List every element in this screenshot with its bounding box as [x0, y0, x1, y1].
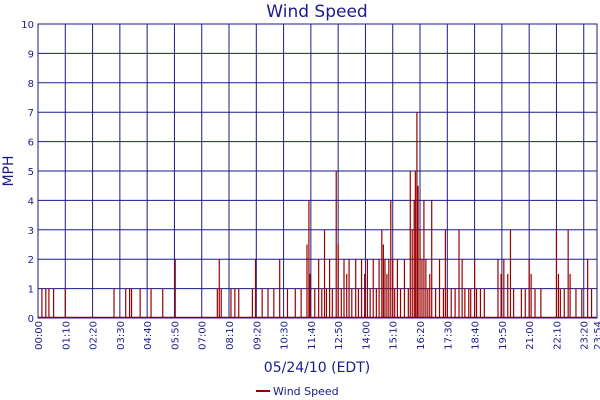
x-tick-labels: 00:00 01:10 02:20 03:30 04:40 05:50 07:00 08:10… [34, 321, 600, 350]
x-tick-label: 17:30 [443, 321, 454, 350]
plot-frame [37, 23, 598, 319]
y-tick-label: 5 [28, 167, 34, 178]
x-tick-label: 01:10 [61, 321, 72, 350]
y-tick-label: 1 [28, 285, 34, 296]
x-tick-label: 07:00 [198, 321, 209, 350]
y-tick-label: 2 [28, 255, 34, 266]
x-axis-label: 05/24/10 (EDT) [264, 360, 370, 376]
legend: Wind Speed [256, 385, 339, 398]
y-tick-label: 6 [28, 138, 34, 149]
grid-lines [37, 23, 598, 319]
x-tick-label: 19:50 [498, 321, 509, 350]
y-tick-label: 3 [28, 226, 34, 237]
x-tick-label: 16:20 [416, 321, 427, 350]
x-tick-label: 12:50 [334, 321, 345, 350]
x-tick-label: 09:20 [252, 321, 263, 350]
y-tick-label: 4 [28, 196, 34, 207]
x-tick-label: 05:50 [170, 321, 181, 350]
y-tick-label: 0 [28, 314, 34, 325]
x-tick-label: 21:00 [525, 321, 536, 350]
x-tick-label: 03:30 [116, 321, 127, 350]
x-tick-label: 22:10 [552, 321, 563, 350]
series-wind-speed [38, 112, 597, 319]
y-tick-label: 9 [28, 49, 34, 60]
y-axis-label: MPH [1, 155, 17, 186]
x-tick-label: 23:20 [580, 321, 591, 350]
y-tick-label: 7 [28, 108, 34, 119]
y-tick-labels: 0 1 2 3 4 5 6 7 8 9 10 [21, 20, 34, 325]
x-tick-label: 15:10 [389, 321, 400, 350]
y-tick-label: 10 [21, 20, 34, 31]
x-tick-label: 18:40 [471, 321, 482, 350]
chart-title: Wind Speed [266, 2, 367, 22]
x-tick-label: 08:10 [225, 321, 236, 350]
x-tick-label: 02:20 [89, 321, 100, 350]
x-tick-label: 23:54 [593, 321, 600, 350]
y-tick-label: 8 [28, 79, 34, 90]
x-tick-label: 14:00 [361, 321, 372, 350]
x-tick-label: 00:00 [34, 321, 45, 350]
x-tick-label: 11:40 [307, 321, 318, 350]
x-tick-label: 04:40 [143, 321, 154, 350]
legend-label: Wind Speed [273, 385, 339, 398]
x-tick-label: 10:30 [280, 321, 291, 350]
